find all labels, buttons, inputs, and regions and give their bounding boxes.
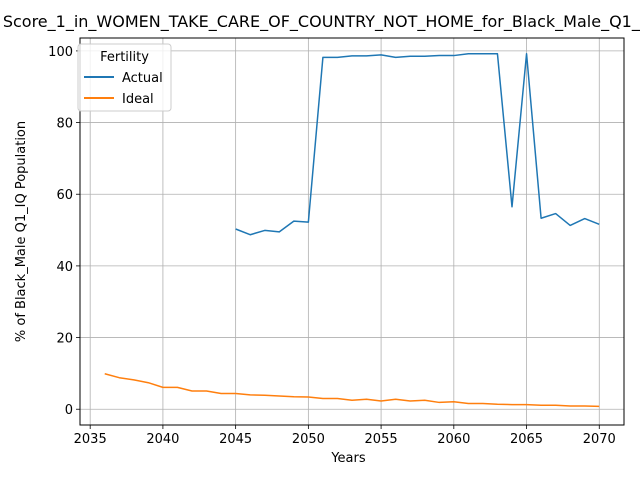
x-tick-label: 2040 [146,432,179,447]
axis-ticks: 2035 2040 2045 2050 2055 2060 2065 207002040608… [48,45,616,447]
x-tick-label: 2035 [74,432,107,447]
x-tick-label: 2045 [219,432,252,447]
x-tick-label: 2070 [583,432,616,447]
series-line-actual [235,53,600,236]
plot-lines [104,53,600,408]
y-axis-label: % of Black_Male Q1_IQ Population [14,121,29,342]
y-tick-label: 0 [65,403,73,418]
x-axis-label: Years [330,451,366,466]
series-line-ideal [104,373,600,408]
y-tick-label: 80 [56,117,73,132]
legend-label-ideal: Ideal [122,92,154,107]
y-tick-label: 20 [56,332,73,347]
plot-frame [79,37,625,426]
x-tick-label: 2060 [437,432,470,447]
x-tick-label: 2050 [292,432,325,447]
y-tick-label: 100 [48,45,73,60]
x-tick-label: 2065 [510,432,543,447]
legend: Fertility Actual Ideal [77,43,172,112]
legend-title: Fertility [100,50,149,65]
legend-label-actual: Actual [122,71,163,86]
x-tick-label: 2055 [365,432,398,447]
legend-box [77,43,172,112]
y-tick-label: 60 [56,188,73,203]
chart-title: Score_1_in_WOMEN_TAKE_CARE_OF_COUNTRY_NO… [3,12,640,32]
y-tick-label: 40 [56,260,73,275]
